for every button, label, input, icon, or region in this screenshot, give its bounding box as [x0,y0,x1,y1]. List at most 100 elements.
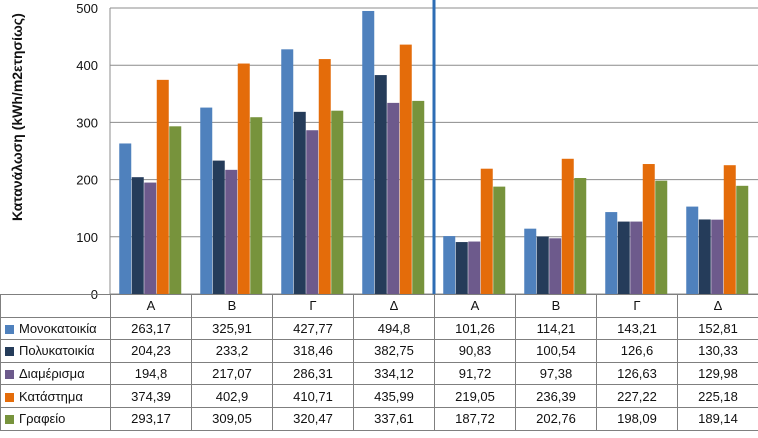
bar [144,182,157,294]
y-tick-label: 100 [76,230,98,245]
table-row: Διαμέρισμα 194,8 217,07 286,31 334,12 91,72 97… [0,361,758,386]
bar [237,63,250,294]
data-label: 318,46 [272,339,354,363]
legend-entry: Γραφείο [0,406,111,431]
legend-swatch [5,324,14,334]
y-tick-label: 500 [76,1,98,16]
data-label: 90,83 [434,339,516,363]
data-label: 286,31 [272,361,354,386]
bar [306,130,319,294]
data-label: 410,71 [272,384,354,408]
data-label: 435,99 [353,384,435,408]
legend-entry: Πολυκατοικία [0,339,111,363]
data-label: 152,81 [677,316,758,341]
bar [549,238,562,294]
bar [156,79,169,294]
bar [131,177,144,294]
data-label: 130,33 [677,339,758,363]
legend-swatch [5,392,14,402]
bar [605,212,618,294]
bar [524,228,537,294]
y-tick-label: 300 [76,115,98,130]
bar [443,236,456,294]
table-corner [0,294,111,318]
y-tick-label: 200 [76,173,98,188]
data-label: 126,6 [596,339,678,363]
bar [723,165,736,294]
bar [387,102,400,294]
data-label: 402,9 [191,384,273,408]
data-label: 143,21 [596,316,678,341]
data-label: 97,38 [515,361,597,386]
bar [686,206,699,294]
table-row: Κατάστημα 374,39 402,9 410,71 435,99 219,05 23… [0,384,758,408]
data-label: 129,98 [677,361,758,386]
data-label: 293,17 [110,406,192,431]
data-label: 374,39 [110,384,192,408]
bar [212,160,225,294]
legend-swatch [5,370,14,380]
data-label: 494,8 [353,316,435,341]
bar [293,111,306,294]
data-label: 198,09 [596,406,678,431]
data-label: 217,07 [191,361,273,386]
bar [630,221,643,294]
data-label: 337,61 [353,406,435,431]
legend-entry: Κατάστημα [0,384,111,408]
table-row: Γραφείο 293,17 309,05 320,47 337,61 187,72 202… [0,406,758,431]
series-name: Πολυκατοικία [19,343,95,359]
data-label: 334,12 [353,361,435,386]
data-label: 382,75 [353,339,435,363]
x-tick-label: Δ [677,294,758,318]
legend-entry: Διαμέρισμα [0,361,111,386]
bar [493,186,506,294]
bar [617,221,630,294]
data-label: 194,8 [110,361,192,386]
bar [250,117,263,294]
data-label: 236,39 [515,384,597,408]
table-row: Πολυκατοικία 204,23 233,2 318,46 382,75 90,83… [0,339,758,363]
bar [331,110,344,294]
bar [480,168,493,294]
data-label: 204,23 [110,339,192,363]
data-label: 202,76 [515,406,597,431]
bar [119,143,132,294]
x-tick-label: Α [110,294,192,318]
data-label: 187,72 [434,406,516,431]
bar [281,49,294,294]
table-row: Μονοκατοικία 263,17 325,91 427,77 494,8 101,2… [0,316,758,341]
bar [399,44,412,294]
data-label: 100,54 [515,339,597,363]
legend-entry: Μονοκατοικία [0,316,111,341]
y-axis-label: Κατανάλωση (kWh/m2ετησίως) [9,13,25,221]
bar [169,126,182,294]
x-tick-label: Γ [272,294,354,318]
y-tick-label: 400 [76,58,98,73]
bar [711,219,724,294]
bar [412,100,425,294]
series-name: Διαμέρισμα [19,366,85,382]
bar [225,169,238,294]
bar [574,178,587,294]
data-label: 189,14 [677,406,758,431]
bar [536,236,549,294]
x-tick-label: Β [191,294,273,318]
x-tick-label: Δ [353,294,435,318]
bar [318,59,331,294]
data-label: 427,77 [272,316,354,341]
data-table: Α Β Γ Δ Α Β Γ Δ Μονοκατοικία 263,17 325,91 427,77 49… [0,294,758,431]
data-label: 219,05 [434,384,516,408]
x-tick-label: Α [434,294,516,318]
x-tick-label: Β [515,294,597,318]
bar [455,242,468,294]
bar [642,164,655,294]
data-label: 309,05 [191,406,273,431]
data-label: 227,22 [596,384,678,408]
data-label: 114,21 [515,316,597,341]
bar [698,219,711,294]
legend-swatch [5,347,14,357]
x-tick-label: Γ [596,294,678,318]
data-label: 233,2 [191,339,273,363]
bar [362,10,375,294]
